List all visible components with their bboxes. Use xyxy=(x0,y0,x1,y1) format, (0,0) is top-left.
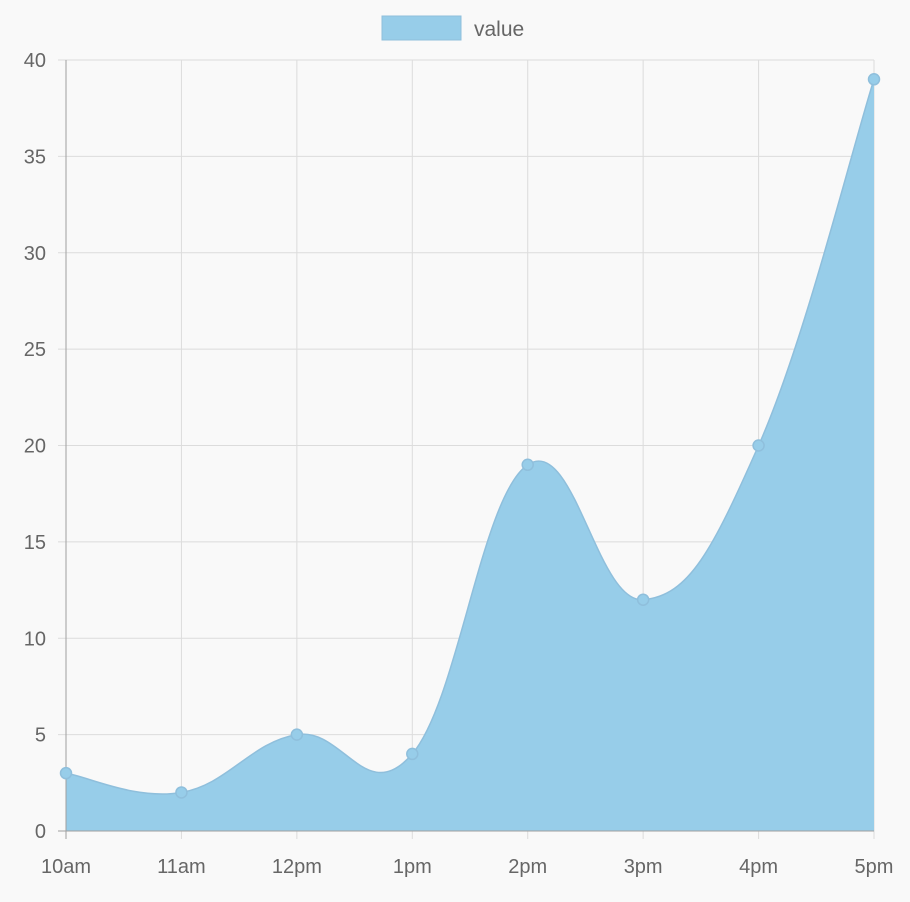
x-tick-label: 2pm xyxy=(508,856,547,878)
x-tick-label: 3pm xyxy=(624,856,663,878)
legend-label[interactable]: value xyxy=(474,18,524,41)
x-tick-label: 11am xyxy=(157,856,206,878)
axes xyxy=(58,60,874,839)
x-tick-label: 1pm xyxy=(393,856,432,878)
y-tick-label: 0 xyxy=(35,821,46,843)
data-point[interactable] xyxy=(521,458,534,472)
series-fill xyxy=(66,79,874,831)
data-point[interactable] xyxy=(752,439,765,452)
y-tick-label: 25 xyxy=(24,339,46,361)
tick-labels: 0 5 10 15 20 25 30 35 40 10am 11am 12pm 1pm 2pm 3pm 4pm… xyxy=(24,50,894,878)
data-point[interactable] xyxy=(867,73,881,86)
y-tick-label: 20 xyxy=(24,436,46,458)
x-tick-label: 5pm xyxy=(855,856,894,878)
legend-swatch[interactable] xyxy=(381,15,462,41)
y-tick-label: 5 xyxy=(35,725,46,747)
y-tick-label: 15 xyxy=(24,532,46,554)
series-area xyxy=(65,79,875,831)
y-tick-label: 10 xyxy=(24,628,46,650)
y-tick-label: 40 xyxy=(24,50,46,72)
x-tick-label: 4pm xyxy=(739,856,778,878)
data-point[interactable] xyxy=(59,766,73,780)
x-tick-label: 10am xyxy=(41,856,91,878)
data-point[interactable] xyxy=(636,593,650,606)
y-tick-label: 30 xyxy=(24,243,46,265)
x-tick-label: 12pm xyxy=(272,856,322,878)
legend[interactable]: value xyxy=(381,15,524,41)
data-point[interactable] xyxy=(406,747,419,761)
data-point[interactable] xyxy=(175,786,188,799)
series-points xyxy=(59,73,881,799)
data-point[interactable] xyxy=(290,728,304,741)
y-tick-label: 35 xyxy=(24,146,46,168)
